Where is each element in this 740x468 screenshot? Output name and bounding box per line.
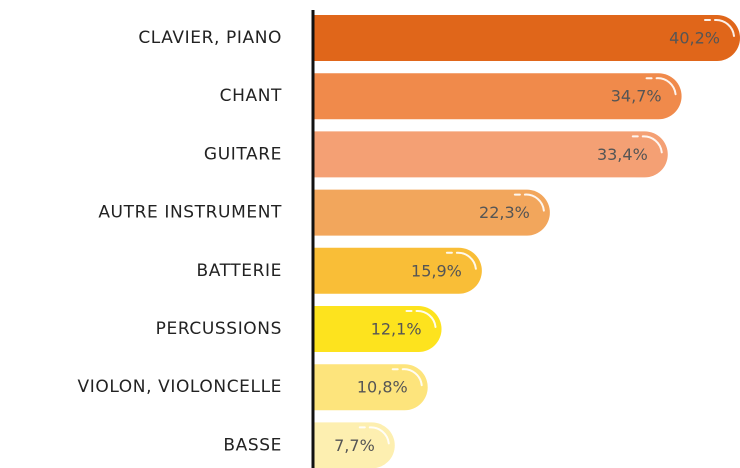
value-label: 12,1% — [371, 320, 422, 339]
value-label: 33,4% — [597, 145, 648, 164]
category-label: GUITARE — [204, 144, 282, 164]
category-label: BATTERIE — [196, 261, 282, 281]
category-label: BASSE — [223, 435, 282, 455]
bar — [313, 306, 442, 352]
bar-highlight — [655, 77, 677, 96]
value-label: 15,9% — [411, 261, 462, 280]
value-label: 40,2% — [669, 29, 720, 48]
bar-highlight — [455, 251, 477, 270]
value-label: 22,3% — [479, 203, 530, 222]
bar — [313, 15, 740, 61]
category-label: VIOLON, VIOLONCELLE — [78, 377, 282, 397]
value-label: 34,7% — [611, 87, 662, 106]
bar-highlight — [415, 309, 437, 328]
category-label: CLAVIER, PIANO — [138, 28, 282, 48]
bar-highlight — [401, 368, 423, 387]
bar — [313, 131, 668, 178]
bar — [313, 364, 428, 411]
category-label: PERCUSSIONS — [156, 319, 282, 339]
bar — [313, 422, 395, 468]
bar-highlight — [523, 193, 545, 212]
bar-highlight — [714, 18, 735, 37]
category-label: CHANT — [220, 86, 282, 106]
category-label: AUTRE INSTRUMENT — [98, 203, 282, 223]
value-label: 10,8% — [357, 378, 408, 397]
bar — [313, 247, 482, 294]
bar — [313, 73, 682, 120]
value-label: 7,7% — [334, 436, 375, 455]
bar — [313, 189, 550, 236]
bar-highlight — [641, 135, 663, 154]
bar-highlight — [368, 426, 390, 445]
